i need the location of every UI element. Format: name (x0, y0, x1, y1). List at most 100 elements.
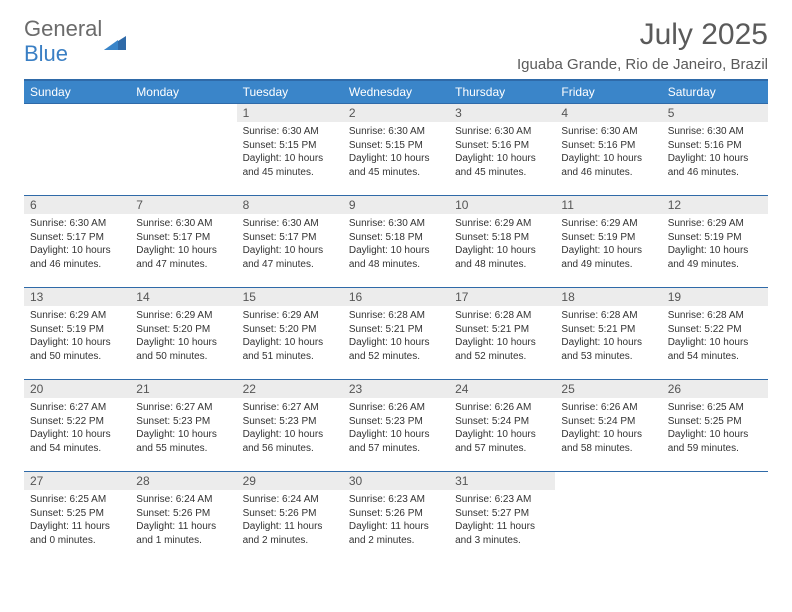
day-number: 6 (24, 195, 130, 214)
daylight-line-2: and 2 minutes. (349, 534, 443, 548)
daylight-line-1: Daylight: 10 hours (349, 152, 443, 166)
sunrise-line: Sunrise: 6:24 AM (136, 493, 230, 507)
daylight-line-2: and 54 minutes. (30, 442, 124, 456)
daylight-line-1: Daylight: 10 hours (243, 336, 337, 350)
day-number: 8 (237, 195, 343, 214)
sunrise-line: Sunrise: 6:25 AM (30, 493, 124, 507)
sunset-line: Sunset: 5:17 PM (243, 231, 337, 245)
day-body: Sunrise: 6:27 AMSunset: 5:22 PMDaylight:… (24, 398, 130, 459)
daylight-line-2: and 47 minutes. (136, 258, 230, 272)
calendar-day-cell: 17Sunrise: 6:28 AMSunset: 5:21 PMDayligh… (449, 287, 555, 379)
day-number: 11 (555, 195, 661, 214)
day-body: Sunrise: 6:29 AMSunset: 5:19 PMDaylight:… (662, 214, 768, 275)
sunset-line: Sunset: 5:26 PM (349, 507, 443, 521)
sunrise-line: Sunrise: 6:30 AM (243, 217, 337, 231)
sunset-line: Sunset: 5:19 PM (561, 231, 655, 245)
sunrise-line: Sunrise: 6:27 AM (136, 401, 230, 415)
calendar-day-cell: 26Sunrise: 6:25 AMSunset: 5:25 PMDayligh… (662, 379, 768, 471)
sunrise-line: Sunrise: 6:29 AM (136, 309, 230, 323)
sunset-line: Sunset: 5:15 PM (243, 139, 337, 153)
day-body: Sunrise: 6:29 AMSunset: 5:19 PMDaylight:… (555, 214, 661, 275)
day-number: 29 (237, 471, 343, 490)
sunset-line: Sunset: 5:17 PM (136, 231, 230, 245)
day-number: 20 (24, 379, 130, 398)
day-body: Sunrise: 6:25 AMSunset: 5:25 PMDaylight:… (24, 490, 130, 551)
sunrise-line: Sunrise: 6:29 AM (243, 309, 337, 323)
sunset-line: Sunset: 5:23 PM (243, 415, 337, 429)
logo-text-2: Blue (24, 41, 68, 66)
day-number: 18 (555, 287, 661, 306)
sunrise-line: Sunrise: 6:29 AM (455, 217, 549, 231)
day-number: 15 (237, 287, 343, 306)
calendar-day-cell: 12Sunrise: 6:29 AMSunset: 5:19 PMDayligh… (662, 195, 768, 287)
daylight-line-2: and 45 minutes. (349, 166, 443, 180)
daylight-line-2: and 53 minutes. (561, 350, 655, 364)
day-body: Sunrise: 6:26 AMSunset: 5:24 PMDaylight:… (555, 398, 661, 459)
calendar-week-row: 20Sunrise: 6:27 AMSunset: 5:22 PMDayligh… (24, 379, 768, 471)
daylight-line-2: and 57 minutes. (349, 442, 443, 456)
day-header: Saturday (662, 80, 768, 103)
sunset-line: Sunset: 5:27 PM (455, 507, 549, 521)
month-title: July 2025 (517, 18, 768, 52)
sunrise-line: Sunrise: 6:30 AM (349, 125, 443, 139)
sunrise-line: Sunrise: 6:23 AM (349, 493, 443, 507)
logo: General Blue (24, 18, 126, 67)
daylight-line-1: Daylight: 10 hours (136, 244, 230, 258)
daylight-line-1: Daylight: 10 hours (243, 244, 337, 258)
calendar-day-cell: 27Sunrise: 6:25 AMSunset: 5:25 PMDayligh… (24, 471, 130, 563)
day-body: Sunrise: 6:25 AMSunset: 5:25 PMDaylight:… (662, 398, 768, 459)
daylight-line-2: and 3 minutes. (455, 534, 549, 548)
calendar-head: SundayMondayTuesdayWednesdayThursdayFrid… (24, 80, 768, 103)
day-number-empty (130, 103, 236, 121)
day-body: Sunrise: 6:26 AMSunset: 5:24 PMDaylight:… (449, 398, 555, 459)
daylight-line-1: Daylight: 11 hours (243, 520, 337, 534)
sunset-line: Sunset: 5:24 PM (455, 415, 549, 429)
logo-text-1: General (24, 16, 102, 41)
day-header: Sunday (24, 80, 130, 103)
daylight-line-2: and 54 minutes. (668, 350, 762, 364)
day-body: Sunrise: 6:27 AMSunset: 5:23 PMDaylight:… (237, 398, 343, 459)
calendar-day-cell: 30Sunrise: 6:23 AMSunset: 5:26 PMDayligh… (343, 471, 449, 563)
calendar-day-cell: 24Sunrise: 6:26 AMSunset: 5:24 PMDayligh… (449, 379, 555, 471)
day-number: 28 (130, 471, 236, 490)
daylight-line-2: and 48 minutes. (349, 258, 443, 272)
calendar-day-cell (130, 103, 236, 195)
day-body: Sunrise: 6:30 AMSunset: 5:16 PMDaylight:… (555, 122, 661, 183)
day-header: Friday (555, 80, 661, 103)
day-number: 3 (449, 103, 555, 122)
sunset-line: Sunset: 5:25 PM (668, 415, 762, 429)
calendar-week-row: 13Sunrise: 6:29 AMSunset: 5:19 PMDayligh… (24, 287, 768, 379)
daylight-line-2: and 51 minutes. (243, 350, 337, 364)
day-number: 21 (130, 379, 236, 398)
sunset-line: Sunset: 5:19 PM (668, 231, 762, 245)
calendar-day-cell: 31Sunrise: 6:23 AMSunset: 5:27 PMDayligh… (449, 471, 555, 563)
daylight-line-2: and 46 minutes. (668, 166, 762, 180)
day-body: Sunrise: 6:24 AMSunset: 5:26 PMDaylight:… (130, 490, 236, 551)
calendar-day-cell: 19Sunrise: 6:28 AMSunset: 5:22 PMDayligh… (662, 287, 768, 379)
sunrise-line: Sunrise: 6:23 AM (455, 493, 549, 507)
sunrise-line: Sunrise: 6:29 AM (30, 309, 124, 323)
daylight-line-1: Daylight: 10 hours (243, 428, 337, 442)
daylight-line-1: Daylight: 11 hours (30, 520, 124, 534)
daylight-line-1: Daylight: 10 hours (561, 428, 655, 442)
sunset-line: Sunset: 5:23 PM (349, 415, 443, 429)
location: Iguaba Grande, Rio de Janeiro, Brazil (517, 56, 768, 73)
sunset-line: Sunset: 5:26 PM (243, 507, 337, 521)
sunrise-line: Sunrise: 6:26 AM (455, 401, 549, 415)
daylight-line-2: and 0 minutes. (30, 534, 124, 548)
sunset-line: Sunset: 5:23 PM (136, 415, 230, 429)
calendar-day-cell: 11Sunrise: 6:29 AMSunset: 5:19 PMDayligh… (555, 195, 661, 287)
calendar-day-cell: 2Sunrise: 6:30 AMSunset: 5:15 PMDaylight… (343, 103, 449, 195)
day-number: 30 (343, 471, 449, 490)
day-header: Wednesday (343, 80, 449, 103)
daylight-line-1: Daylight: 10 hours (668, 244, 762, 258)
day-number: 5 (662, 103, 768, 122)
calendar-day-cell: 3Sunrise: 6:30 AMSunset: 5:16 PMDaylight… (449, 103, 555, 195)
day-body: Sunrise: 6:30 AMSunset: 5:17 PMDaylight:… (237, 214, 343, 275)
day-number: 17 (449, 287, 555, 306)
sunset-line: Sunset: 5:15 PM (349, 139, 443, 153)
sunrise-line: Sunrise: 6:30 AM (243, 125, 337, 139)
sunrise-line: Sunrise: 6:28 AM (349, 309, 443, 323)
daylight-line-1: Daylight: 10 hours (30, 244, 124, 258)
day-body: Sunrise: 6:28 AMSunset: 5:21 PMDaylight:… (555, 306, 661, 367)
